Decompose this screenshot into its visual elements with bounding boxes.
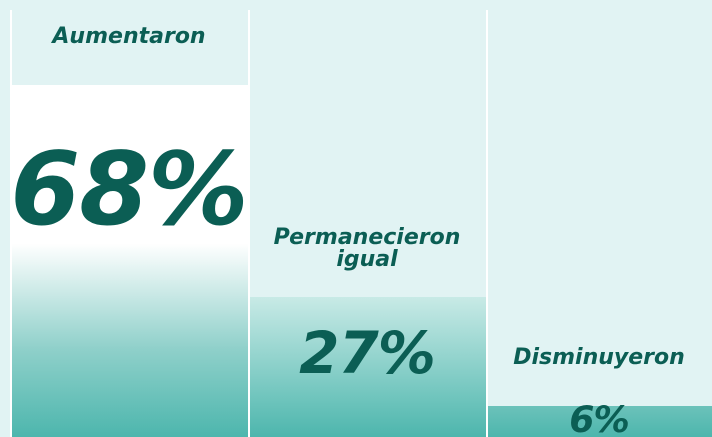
column-divider	[10, 10, 250, 437]
column-divider	[248, 10, 488, 437]
value-label: 68%	[10, 130, 248, 248]
column-divider	[486, 10, 712, 437]
bar	[488, 405, 712, 437]
value-label: 27%	[299, 319, 436, 388]
category-label: Permanecieron igual	[273, 225, 461, 273]
category-label: Aumentaron	[52, 24, 206, 49]
bar	[250, 297, 486, 437]
category-label: Disminuyeron	[513, 344, 685, 370]
bar	[12, 85, 248, 437]
value-label: 6%	[569, 397, 629, 437]
